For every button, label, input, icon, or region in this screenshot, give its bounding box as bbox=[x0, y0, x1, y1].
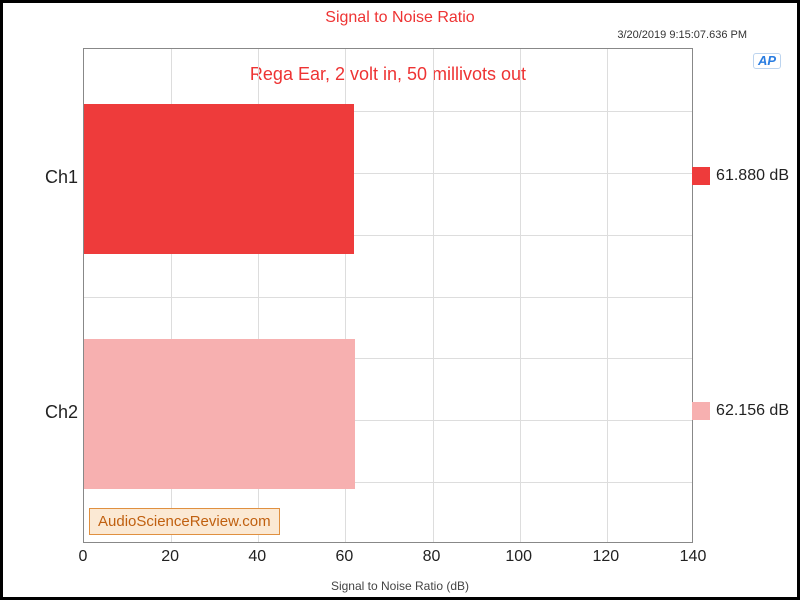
x-axis-label: 0 bbox=[63, 548, 103, 566]
chart-frame: Signal to Noise Ratio 3/20/2019 9:15:07.… bbox=[3, 3, 797, 597]
y-axis-label: Ch1 bbox=[23, 167, 78, 188]
grid-line-v bbox=[607, 49, 608, 542]
x-axis-label: 40 bbox=[237, 548, 277, 566]
x-axis-title: Signal to Noise Ratio (dB) bbox=[3, 579, 797, 593]
legend-swatch-icon bbox=[692, 167, 710, 185]
x-axis-label: 120 bbox=[586, 548, 626, 566]
grid-line-v bbox=[433, 49, 434, 542]
legend-item: 62.156 dB bbox=[692, 402, 789, 420]
watermark: AudioScienceReview.com bbox=[89, 508, 280, 535]
x-axis-label: 100 bbox=[499, 548, 539, 566]
legend-item: 61.880 dB bbox=[692, 167, 789, 185]
chart-title: Signal to Noise Ratio bbox=[3, 9, 797, 27]
bar bbox=[84, 104, 354, 254]
chart-subtitle: Rega Ear, 2 volt in, 50 millivots out bbox=[84, 64, 692, 85]
plot-area: Rega Ear, 2 volt in, 50 millivots out bbox=[83, 48, 693, 543]
bar bbox=[84, 339, 355, 489]
legend-value: 61.880 dB bbox=[716, 167, 789, 185]
grid-line-h bbox=[84, 297, 692, 298]
outer-frame: Signal to Noise Ratio 3/20/2019 9:15:07.… bbox=[0, 0, 800, 600]
legend-swatch-icon bbox=[692, 402, 710, 420]
legend-value: 62.156 dB bbox=[716, 402, 789, 420]
x-axis-label: 20 bbox=[150, 548, 190, 566]
ap-logo-icon: AP bbox=[753, 53, 781, 69]
timestamp: 3/20/2019 9:15:07.636 PM bbox=[617, 29, 747, 41]
x-axis-label: 140 bbox=[673, 548, 713, 566]
grid-line-v bbox=[520, 49, 521, 542]
x-axis-label: 60 bbox=[324, 548, 364, 566]
y-axis-label: Ch2 bbox=[23, 402, 78, 423]
x-axis-label: 80 bbox=[412, 548, 452, 566]
